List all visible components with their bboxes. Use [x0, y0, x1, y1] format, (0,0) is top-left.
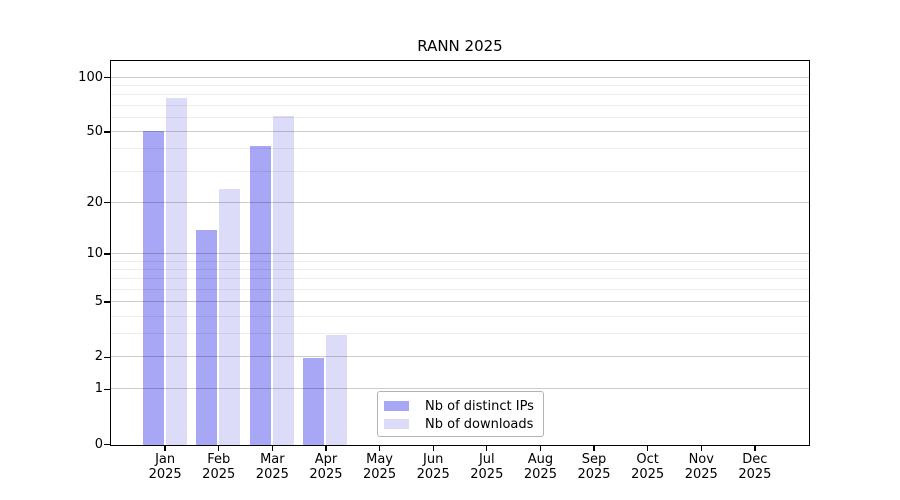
y-tick-mark	[104, 77, 110, 79]
legend-row: Nb of distinct IPs	[384, 398, 537, 414]
y-tick-mark	[104, 253, 110, 255]
major-gridline	[111, 356, 809, 358]
legend-row: Nb of downloads	[384, 416, 537, 432]
x-tick-label: Mar 2025	[255, 452, 289, 482]
legend-swatch-icon	[384, 419, 409, 429]
legend-label: Nb of distinct IPs	[425, 398, 534, 414]
x-tick-label: Apr 2025	[309, 452, 343, 482]
x-tick-mark	[378, 446, 381, 451]
y-tick-label: 50	[86, 124, 103, 139]
major-gridline	[111, 131, 809, 132]
x-tick-mark	[647, 446, 649, 451]
legend: Nb of distinct IPs Nb of downloads	[377, 391, 544, 437]
y-tick-mark	[104, 388, 110, 391]
legend-label: Nb of downloads	[425, 416, 534, 432]
minor-gridline	[111, 170, 809, 172]
minor-gridline	[111, 104, 809, 106]
y-tick-label: 5	[94, 294, 103, 310]
y-tick-label: 0	[94, 436, 103, 452]
bar-downloads	[326, 334, 348, 445]
x-tick-mark	[486, 446, 488, 451]
x-tick-mark	[700, 446, 702, 451]
bar-distinct-ips	[249, 146, 271, 445]
minor-gridline	[111, 278, 809, 280]
minor-gridline	[111, 288, 809, 290]
x-tick-mark	[325, 446, 327, 451]
x-tick-label: Dec 2025	[738, 452, 772, 482]
x-tick-label: Oct 2025	[631, 452, 665, 482]
x-tick-mark	[754, 446, 756, 451]
minor-gridline	[111, 94, 809, 96]
y-tick-mark	[104, 201, 110, 204]
bar-downloads	[272, 115, 294, 445]
x-tick-label: Sep 2025	[577, 452, 611, 482]
bar-downloads	[165, 97, 187, 445]
y-tick-mark	[104, 443, 110, 446]
major-gridline	[111, 76, 809, 78]
x-tick-label: Jul 2025	[470, 452, 504, 482]
major-gridline	[111, 301, 809, 303]
y-tick-mark	[104, 301, 110, 303]
minor-gridline	[111, 268, 809, 270]
x-tick-label: Feb 2025	[202, 452, 236, 482]
minor-gridline	[111, 148, 809, 150]
bar-downloads	[219, 189, 241, 445]
x-tick-mark	[432, 446, 434, 451]
x-tick-mark	[539, 446, 542, 451]
y-tick-label: 1	[94, 381, 103, 397]
major-gridline	[111, 201, 809, 203]
minor-gridline	[111, 116, 809, 118]
legend-swatch-icon	[384, 401, 409, 411]
x-tick-label: Jan 2025	[148, 452, 182, 482]
bar-distinct-ips	[196, 229, 218, 445]
x-tick-label: Aug 2025	[523, 452, 557, 482]
plot-area	[110, 60, 810, 446]
y-tick-label: 2	[94, 349, 103, 365]
minor-gridline	[111, 315, 809, 317]
major-gridline	[111, 252, 809, 254]
x-tick-mark	[164, 446, 166, 451]
minor-gridline	[111, 84, 809, 86]
x-tick-label: May 2025	[363, 452, 397, 482]
y-tick-label: 10	[86, 245, 103, 261]
bar-distinct-ips	[303, 357, 325, 445]
minor-gridline	[111, 260, 809, 262]
x-tick-mark	[271, 446, 273, 451]
x-tick-label: Nov 2025	[684, 452, 718, 482]
x-tick-label: Jun 2025	[416, 452, 450, 482]
y-tick-mark	[104, 356, 110, 358]
y-tick-mark	[104, 131, 110, 133]
y-tick-label: 20	[86, 194, 103, 210]
y-tick-label: 100	[78, 69, 103, 85]
minor-gridline	[111, 333, 809, 335]
major-gridline	[111, 388, 809, 390]
x-tick-mark	[593, 446, 595, 451]
bar-distinct-ips	[142, 130, 164, 445]
x-tick-mark	[218, 446, 220, 451]
chart-title: RANN 2025	[417, 37, 503, 55]
